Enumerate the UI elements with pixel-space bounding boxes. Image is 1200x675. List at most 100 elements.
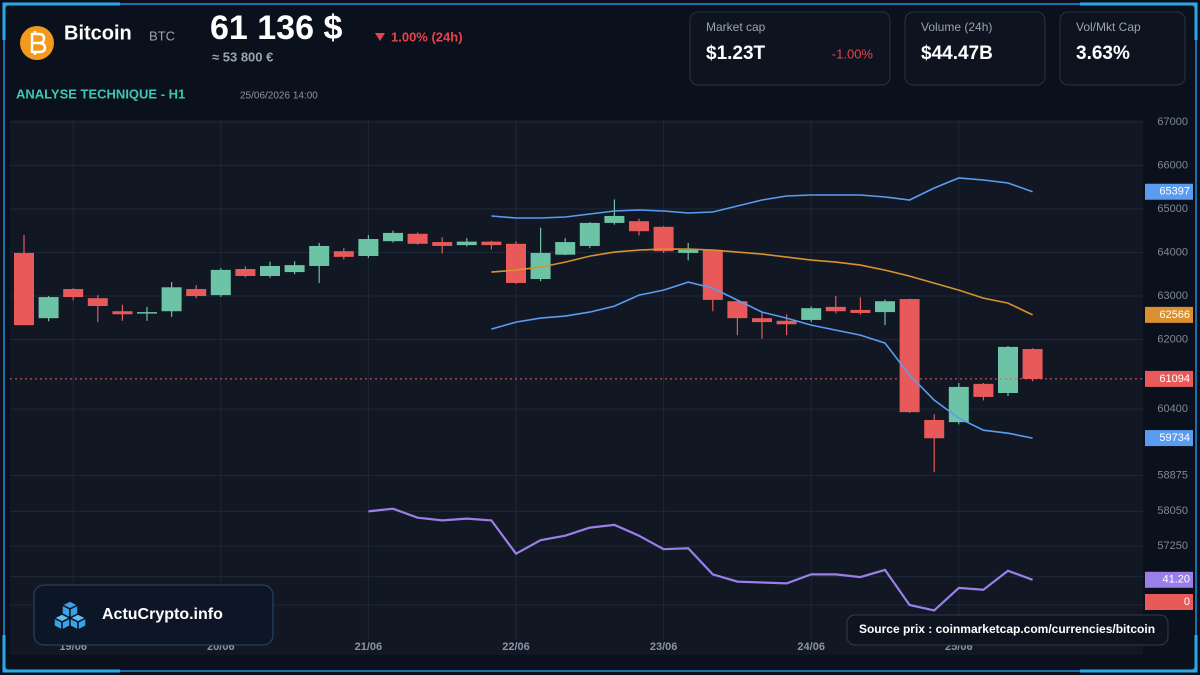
section-title: ANALYSE TECHNIQUE - H1 bbox=[16, 86, 185, 101]
candle-body bbox=[801, 308, 822, 320]
candle-body bbox=[407, 233, 428, 244]
stat-value: $1.23T bbox=[706, 43, 766, 64]
candle-body bbox=[456, 241, 477, 246]
stat-label: Market cap bbox=[706, 20, 766, 34]
candle-body bbox=[899, 299, 920, 413]
candle-body bbox=[284, 265, 305, 273]
candle-body bbox=[752, 318, 772, 323]
indicator-line bbox=[491, 281, 1033, 439]
candle-body bbox=[678, 249, 699, 253]
down-arrow bbox=[375, 33, 385, 41]
x-tick-label: 22/06 bbox=[502, 641, 530, 653]
candle-body bbox=[776, 320, 797, 325]
candle-body bbox=[186, 289, 207, 296]
candle-body bbox=[112, 311, 133, 315]
last-value-badge: 62566 bbox=[1159, 309, 1190, 321]
candle-body bbox=[653, 226, 674, 252]
stat-card bbox=[689, 11, 891, 86]
y-tick-label: 64000 bbox=[1157, 246, 1188, 258]
candle-body bbox=[948, 386, 969, 423]
y-tick-label: 58875 bbox=[1157, 469, 1188, 481]
datetime: 25/06/2026 14:00 bbox=[240, 91, 318, 102]
candle-body bbox=[14, 252, 34, 326]
candle-body bbox=[235, 269, 256, 276]
stat-card bbox=[904, 11, 1046, 86]
x-tick-label: 23/06 bbox=[650, 641, 678, 653]
coin-symbol: BTC bbox=[149, 28, 175, 43]
candle-body bbox=[161, 287, 182, 312]
candle-body bbox=[260, 265, 280, 276]
y-tick-label: 67000 bbox=[1157, 116, 1188, 128]
price-eur: ≈ 53 800 € bbox=[212, 49, 273, 64]
last-value-badge: 59734 bbox=[1159, 432, 1190, 444]
last-value-badge-bg bbox=[1145, 430, 1193, 447]
price-badge-bg bbox=[1145, 370, 1193, 387]
candle-body bbox=[137, 312, 157, 314]
y-tick-label: 57250 bbox=[1157, 540, 1188, 552]
candle-body bbox=[210, 269, 231, 296]
candle-body bbox=[38, 297, 59, 319]
candle-body bbox=[506, 243, 526, 283]
stat-card bbox=[1059, 11, 1186, 86]
brand-box bbox=[33, 584, 274, 646]
candle-body bbox=[727, 301, 748, 319]
y-tick-label: 62000 bbox=[1157, 333, 1188, 345]
y-tick-label: 66000 bbox=[1157, 159, 1188, 171]
candle-body bbox=[87, 298, 108, 307]
indicator-line bbox=[491, 177, 1033, 219]
x-tick-label: 24/06 bbox=[797, 641, 825, 653]
plot: 67000 66000 65000 64000 63000 62000 60400 58875… bbox=[10, 116, 1193, 653]
price: 61 136 $ bbox=[210, 9, 342, 47]
y-tick-label: 60400 bbox=[1157, 403, 1188, 415]
brand-name: ActuCrypto.info bbox=[102, 606, 223, 623]
candle-body bbox=[998, 346, 1018, 394]
coin-name: Bitcoin bbox=[64, 22, 132, 44]
frame bbox=[3, 3, 1197, 672]
candle-body bbox=[973, 383, 994, 397]
overlays: ActuCrypto.info Source prix : coinmarket… bbox=[33, 584, 1169, 646]
y-tick-label: 65000 bbox=[1157, 203, 1188, 215]
indicator-line bbox=[368, 507, 1033, 612]
candle-body bbox=[924, 419, 945, 439]
last-value-badge-bg bbox=[1145, 183, 1193, 200]
candle-body bbox=[1022, 349, 1043, 379]
price-change: 1.00% (24h) bbox=[391, 29, 463, 44]
candle-body bbox=[825, 306, 846, 312]
candle-body bbox=[850, 309, 871, 313]
source: Source prix : coinmarketcap.com/currenci… bbox=[859, 622, 1155, 636]
coin-glyph bbox=[30, 31, 47, 55]
source-box bbox=[846, 614, 1169, 646]
candle-body bbox=[383, 232, 403, 242]
stat-value: $44.47B bbox=[921, 43, 993, 64]
candle-body bbox=[530, 252, 551, 280]
price-badge: 61094 bbox=[1159, 373, 1190, 385]
candle-body bbox=[358, 239, 379, 256]
candle-body bbox=[432, 242, 453, 246]
volume-badge: 0 bbox=[1184, 596, 1190, 608]
stat-label: Volume (24h) bbox=[921, 20, 992, 34]
y-tick-label: 63000 bbox=[1157, 290, 1188, 302]
candle-body bbox=[555, 242, 576, 255]
y-tick-label: 58050 bbox=[1157, 505, 1188, 517]
candle-body bbox=[481, 241, 502, 246]
candle-body bbox=[309, 245, 330, 266]
brand-icon bbox=[52, 600, 88, 632]
indicator-line bbox=[491, 248, 1033, 316]
candle-body bbox=[629, 221, 649, 232]
candle-body bbox=[875, 301, 895, 313]
stat-change: -1.00% bbox=[832, 46, 874, 61]
x-tick-label: 21/06 bbox=[355, 641, 383, 653]
candle-body bbox=[604, 215, 625, 223]
last-value-badge: 65397 bbox=[1159, 186, 1190, 198]
plot-area bbox=[10, 120, 1143, 655]
last-value-badge-bg bbox=[1145, 571, 1193, 588]
stat-value: 3.63% bbox=[1076, 43, 1130, 64]
candle-body bbox=[579, 222, 600, 246]
candle-body bbox=[702, 249, 723, 300]
last-value-badge: 41.20 bbox=[1162, 574, 1190, 586]
volume-badge-bg bbox=[1145, 594, 1193, 610]
candle-body bbox=[333, 251, 354, 257]
stat-label: Vol/Mkt Cap bbox=[1076, 20, 1141, 34]
